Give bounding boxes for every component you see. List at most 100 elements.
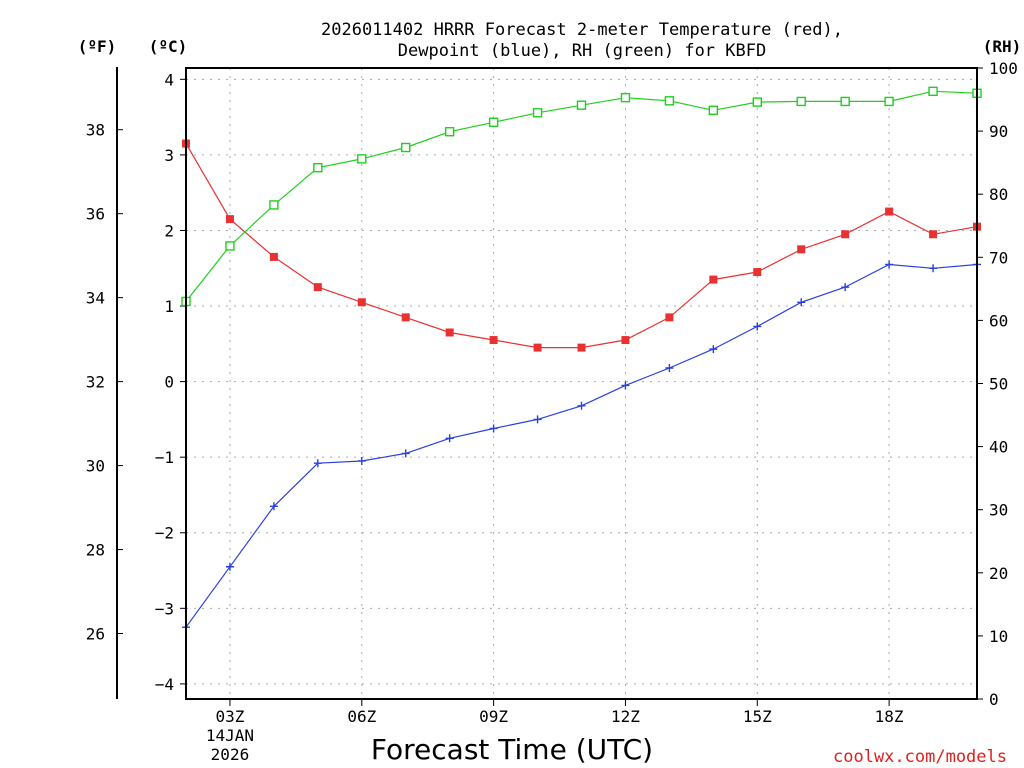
rh-tick-label: 80 <box>989 185 1008 204</box>
dewpoint-point <box>225 562 234 571</box>
dewpoint-point <box>665 364 674 373</box>
dewpoint-point <box>357 456 366 465</box>
dewpoint-point <box>841 283 850 292</box>
temperature-point <box>489 336 498 345</box>
dewpoint-point <box>269 502 278 511</box>
x-axis-label: Forecast Time (UTC) <box>371 733 653 766</box>
celsius-unit-label: (ºC) <box>149 37 188 56</box>
rh-tick-label: 30 <box>989 501 1008 520</box>
temperature-point <box>401 313 410 322</box>
celsius-tick-label: 4 <box>164 70 174 89</box>
rh-point <box>840 96 850 107</box>
temperature-point <box>885 207 894 216</box>
chart-title-line2: Dewpoint (blue), RH (green) for KBFD <box>398 41 766 61</box>
rh-unit-label: (RH) <box>983 37 1022 56</box>
x-tick-label: 18Z <box>875 707 904 726</box>
dewpoint-point <box>753 322 762 331</box>
plot-frame <box>185 67 978 700</box>
temperature-point <box>621 336 630 345</box>
temperature-point <box>929 230 938 239</box>
rh-tick-label: 40 <box>989 438 1008 457</box>
temperature-point <box>841 230 850 239</box>
fahrenheit-tick-label: 32 <box>86 373 105 392</box>
dewpoint-point <box>313 459 322 468</box>
gridlines <box>186 68 977 699</box>
temperature-point <box>269 252 278 261</box>
temperature-line <box>185 143 978 349</box>
rh-tick-label: 10 <box>989 627 1008 646</box>
dewpoint-point <box>709 345 718 354</box>
fahrenheit-unit-label: (ºF) <box>78 37 117 56</box>
rh-point <box>928 86 938 97</box>
rh-point <box>313 162 323 173</box>
rh-point <box>357 154 367 164</box>
rh-point <box>620 92 631 103</box>
rh-tick-label: 90 <box>989 122 1008 141</box>
rh-point <box>225 241 235 251</box>
rh-point <box>708 105 719 115</box>
celsius-tick-label: −4 <box>155 675 174 694</box>
rh-tick-label: 0 <box>989 690 999 709</box>
rh-point <box>401 142 411 153</box>
rh-point <box>488 117 499 127</box>
dewpoint-point <box>577 401 586 410</box>
temperature-point <box>445 328 454 337</box>
x-tick-date: 14JAN <box>206 726 254 745</box>
series-group <box>181 86 982 632</box>
rh-tick-label: 70 <box>989 248 1008 267</box>
y-axis-ticks: −4−3−2−101234262830323436380102030405060… <box>86 59 1018 709</box>
rh-point <box>269 200 279 210</box>
celsius-tick-label: 1 <box>164 297 174 316</box>
rh-point <box>576 100 587 110</box>
rh-point <box>752 97 762 107</box>
dewpoint-point <box>401 449 410 458</box>
rh-point <box>884 96 894 107</box>
temperature-point <box>577 343 586 352</box>
fahrenheit-tick-label: 36 <box>86 205 105 224</box>
fahrenheit-tick-label: 28 <box>86 541 105 560</box>
rh-tick-label: 60 <box>989 311 1008 330</box>
celsius-tick-label: 2 <box>164 221 174 240</box>
rh-line <box>185 90 978 302</box>
rh-tick-label: 20 <box>989 564 1008 583</box>
rh-tick-label: 50 <box>989 375 1008 394</box>
temperature-point <box>797 245 806 254</box>
temperature-point <box>533 343 542 352</box>
rh-point <box>796 96 806 107</box>
celsius-tick-label: 3 <box>164 146 174 165</box>
celsius-tick-label: 0 <box>164 373 174 392</box>
fahrenheit-tick-label: 38 <box>86 121 105 140</box>
celsius-tick-label: −2 <box>155 524 174 543</box>
credit-text: coolwx.com/models <box>833 747 1007 767</box>
dewpoint-point <box>885 260 894 269</box>
dewpoint-point <box>929 264 938 273</box>
temperature-point <box>665 313 674 322</box>
x-tick-label: 12Z <box>611 707 640 726</box>
rh-tick-label: 100 <box>989 59 1018 78</box>
celsius-tick-label: −1 <box>155 448 174 467</box>
fahrenheit-tick-label: 30 <box>86 457 105 476</box>
dewpoint-line <box>185 263 978 628</box>
x-tick-label: 06Z <box>347 707 376 726</box>
temperature-point <box>357 298 366 307</box>
rh-point <box>664 96 675 106</box>
x-tick-label: 15Z <box>743 707 772 726</box>
dewpoint-point <box>797 298 806 307</box>
x-tick-label: 09Z <box>479 707 508 726</box>
temperature-point <box>313 283 322 292</box>
temperature-point <box>753 268 762 277</box>
x-tick-label: 03Z <box>215 707 244 726</box>
chart-title-line1: 2026011402 HRRR Forecast 2-meter Tempera… <box>321 20 843 40</box>
rh-point <box>532 108 543 118</box>
temperature-point <box>225 215 234 224</box>
fahrenheit-tick-label: 34 <box>86 289 105 308</box>
dewpoint-point <box>445 434 454 443</box>
celsius-tick-label: −3 <box>155 599 174 618</box>
fahrenheit-tick-label: 26 <box>86 625 105 644</box>
temperature-point <box>709 275 718 284</box>
dewpoint-point <box>621 381 630 390</box>
rh-point <box>444 127 455 137</box>
dewpoint-point <box>533 415 542 424</box>
